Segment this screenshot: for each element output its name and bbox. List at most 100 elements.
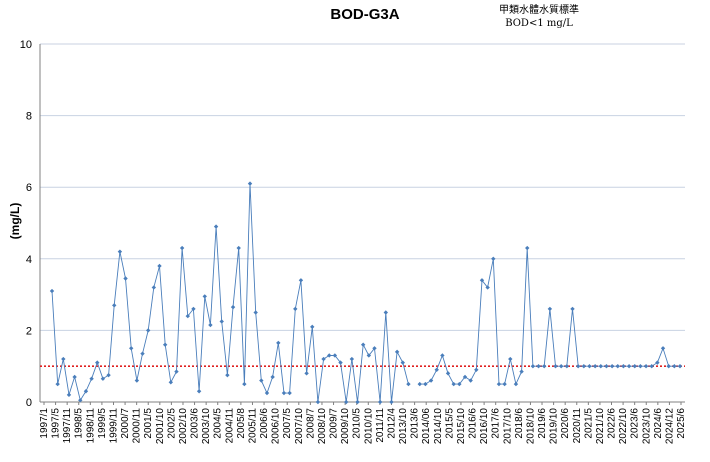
data-point xyxy=(428,378,434,383)
data-point xyxy=(604,364,609,369)
x-tick-label: 2003/6 xyxy=(190,408,201,439)
x-tick-label: 2009/7 xyxy=(329,408,340,439)
data-point xyxy=(89,376,94,381)
data-point xyxy=(615,364,620,369)
data-point xyxy=(406,381,411,387)
x-tick-label: 2018/6 xyxy=(514,408,525,439)
data-point xyxy=(270,374,275,380)
data-point xyxy=(621,364,626,369)
data-point xyxy=(457,381,462,387)
x-tick-label: 2013/6 xyxy=(410,408,421,439)
x-tick-label: 2014/06 xyxy=(421,408,432,445)
data-point xyxy=(196,389,202,394)
data-point xyxy=(423,381,428,387)
data-point xyxy=(332,353,338,358)
x-tick-label: 2008/10 xyxy=(317,408,328,445)
data-point xyxy=(479,278,485,283)
data-point xyxy=(649,364,654,369)
series-line xyxy=(51,183,409,403)
data-point xyxy=(609,364,615,369)
data-point xyxy=(468,378,473,383)
data-point xyxy=(474,367,479,372)
data-point xyxy=(191,306,196,312)
data-point xyxy=(564,364,570,369)
data-point xyxy=(61,356,66,362)
data-point xyxy=(536,364,541,369)
x-tick-label: 2001/5 xyxy=(143,408,154,439)
x-tick-label: 2020/11 xyxy=(572,408,583,444)
data-point xyxy=(242,381,247,387)
x-tick-label: 2023/10 xyxy=(641,408,652,445)
data-point xyxy=(225,372,230,378)
data-point xyxy=(293,306,298,312)
data-point xyxy=(72,374,77,380)
data-point xyxy=(462,374,468,380)
x-tick-label: 2020/6 xyxy=(560,408,571,439)
data-point xyxy=(547,306,553,312)
data-point xyxy=(78,398,83,403)
data-point xyxy=(276,340,281,346)
x-tick-label: 2004/5 xyxy=(213,408,224,439)
data-point xyxy=(519,369,524,374)
data-point xyxy=(168,380,174,385)
data-point xyxy=(321,356,326,362)
standard-note: 甲類水體水質標準 BOD<1 mg/L xyxy=(484,4,594,30)
data-point xyxy=(264,390,270,396)
standard-note-line1: 甲類水體水質標準 xyxy=(499,5,579,16)
x-tick-label: 2019/10 xyxy=(549,408,560,445)
data-point xyxy=(672,364,677,369)
data-point xyxy=(626,364,632,369)
data-point xyxy=(587,364,592,369)
data-point xyxy=(513,381,519,387)
data-point xyxy=(174,369,179,374)
data-point xyxy=(151,285,157,290)
data-point xyxy=(304,371,309,376)
x-tick-label: 2016/10 xyxy=(479,408,490,445)
data-point xyxy=(310,324,315,330)
data-point xyxy=(660,346,666,351)
x-tick-label: 2017/10 xyxy=(502,408,513,445)
x-tick-label: 2001/10 xyxy=(155,408,166,445)
data-point xyxy=(643,364,649,369)
y-tick-label: 0 xyxy=(26,397,32,409)
y-tick-label: 2 xyxy=(26,325,32,337)
x-tick-label: 2021/10 xyxy=(595,408,606,445)
data-point xyxy=(208,322,213,328)
standard-note-line2: BOD<1 mg/L xyxy=(505,18,573,29)
x-tick-label: 2015/5 xyxy=(444,408,455,439)
x-tick-label: 2007/10 xyxy=(294,408,305,445)
data-point xyxy=(315,399,321,405)
data-point xyxy=(575,364,581,369)
x-tick-label: 2013/10 xyxy=(398,408,409,445)
x-tick-label: 1997/5 xyxy=(51,408,62,439)
data-point xyxy=(485,285,490,290)
data-point xyxy=(655,360,660,365)
data-point xyxy=(542,364,547,369)
data-point xyxy=(377,399,383,405)
x-tick-label: 2011/11 xyxy=(375,408,386,443)
data-point xyxy=(491,256,496,261)
data-point xyxy=(677,364,683,369)
x-tick-label: 1998/5 xyxy=(74,408,85,439)
data-point xyxy=(140,351,145,356)
x-tick-label: 2019/6 xyxy=(537,408,548,439)
x-tick-label: 2016/6 xyxy=(468,408,479,439)
x-tick-label: 2002/10 xyxy=(178,408,189,445)
data-point xyxy=(383,310,389,315)
data-point xyxy=(508,356,513,362)
x-tick-label: 2024/6 xyxy=(653,408,664,439)
data-point xyxy=(355,399,360,405)
data-point xyxy=(553,364,558,369)
x-tick-label: 2003/10 xyxy=(201,408,212,445)
data-point xyxy=(327,353,332,358)
x-tick-label: 2025/6 xyxy=(676,408,687,439)
data-point xyxy=(230,304,236,310)
x-tick-label: 2022/6 xyxy=(607,408,618,439)
data-point xyxy=(349,356,355,362)
data-point xyxy=(338,360,343,365)
x-tick-label: 2002/5 xyxy=(166,408,177,439)
x-tick-label: 2010/10 xyxy=(363,408,374,445)
series-line xyxy=(419,248,680,386)
